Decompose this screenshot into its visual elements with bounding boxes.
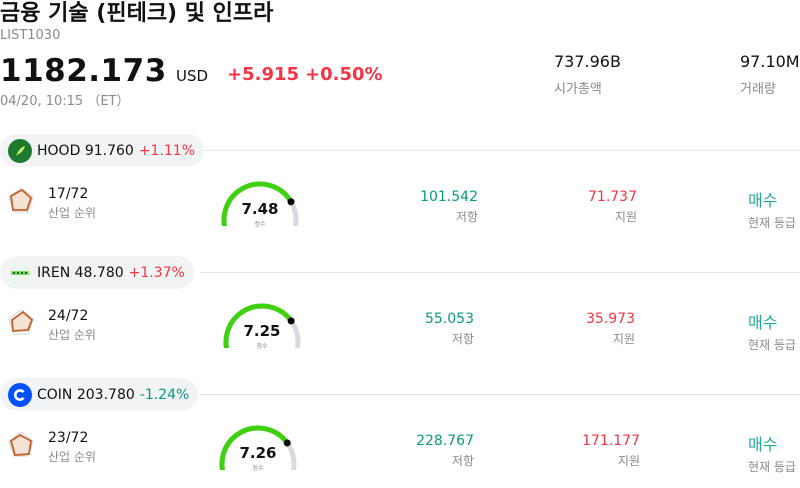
index-code: LIST1030: [0, 28, 61, 43]
resistance: 101.542 저항: [358, 189, 478, 225]
resistance-label: 저항: [451, 454, 474, 468]
gauge-fill: [223, 303, 294, 363]
iren-logo-icon: [8, 260, 32, 285]
resistance-label: 저항: [455, 210, 478, 224]
industry-rank: 24/72 산업 순위: [48, 308, 96, 343]
industry-rank-value: 23/72: [48, 430, 89, 446]
support-label: 지원: [617, 454, 640, 468]
current-rating: 매수 현재 등급: [748, 309, 796, 353]
rating-label: 현재 등급: [748, 338, 796, 352]
stock-section: COIN 203.780 -1.24% 23/72 산업 순위 7.26 점수 …: [0, 378, 800, 488]
support: 35.973 지원: [515, 311, 635, 347]
page-title: 금융 기술 (핀테크) 및 인프라: [0, 1, 274, 26]
resistance: 228.767 저항: [354, 433, 474, 469]
stock-chip[interactable]: HOOD 91.760 +1.11%: [0, 134, 205, 167]
support-value: 71.737: [588, 189, 637, 205]
market-cap-value: 737.96B: [554, 52, 621, 71]
industry-rank-value: 17/72: [48, 186, 89, 202]
stock-chip[interactable]: COIN 203.780 -1.24%: [0, 378, 199, 411]
stock-section: HOOD 91.760 +1.11% 17/72 산업 순위 7.48 점수 1…: [0, 134, 800, 256]
support: 71.737 지원: [517, 189, 637, 225]
gauge-fill: [219, 425, 290, 485]
index-price: 1182.173: [0, 53, 167, 89]
support-label: 지원: [612, 332, 635, 346]
section-divider: [200, 150, 800, 151]
score-value: 7.25: [243, 322, 281, 340]
market-cap-label: 시가총액: [554, 82, 602, 97]
price-currency: USD: [176, 67, 209, 85]
price-timestamp: 04/20, 10:15 （ET）: [0, 94, 130, 109]
score-value: 7.48: [241, 200, 279, 218]
score-gauge: 7.26 점수: [216, 422, 300, 485]
score-label: 점수: [252, 465, 264, 472]
section-divider: [200, 394, 800, 395]
section-divider: [200, 272, 800, 273]
robinhood-feather-icon: [8, 138, 32, 163]
stock-change-percent: -1.24%: [139, 386, 190, 403]
support-value: 35.973: [586, 311, 635, 327]
industry-rank-label: 산업 순위: [48, 328, 96, 342]
rating-label: 현재 등급: [748, 216, 796, 230]
resistance-value: 55.053: [425, 311, 474, 327]
industry-rank: 23/72 산업 순위: [48, 430, 96, 465]
resistance-label: 저항: [451, 332, 474, 346]
support: 171.177 지원: [520, 433, 640, 469]
rating-value: 매수: [748, 191, 778, 210]
stock-change-percent: +1.37%: [128, 264, 185, 281]
volume-value: 97.10M: [740, 52, 800, 71]
industry-rank-value: 24/72: [48, 308, 89, 324]
industry-rank-label: 산업 순위: [48, 206, 96, 220]
volume-stat: 97.10M 거래량: [740, 52, 800, 97]
stock-symbol: HOOD 91.760: [37, 142, 134, 159]
radar-chart-icon: [7, 186, 35, 214]
resistance-value: 228.767: [416, 433, 474, 449]
market-cap-stat: 737.96B 시가총액: [554, 52, 621, 97]
score-label: 점수: [256, 343, 268, 350]
volume-label: 거래량: [740, 82, 776, 97]
stock-symbol: COIN 203.780: [37, 386, 135, 403]
stock-change-percent: +1.11%: [138, 142, 196, 159]
price-change-value: +5.915: [227, 64, 300, 85]
resistance: 55.053 저항: [354, 311, 474, 347]
support-label: 지원: [614, 210, 637, 224]
industry-rank: 17/72 산업 순위: [48, 186, 96, 221]
radar-chart-icon: [7, 430, 35, 458]
current-rating: 매수 현재 등급: [748, 187, 796, 231]
coinbase-c-icon: [8, 382, 32, 407]
price-change: +5.915 +0.50%: [227, 64, 389, 85]
current-rating: 매수 현재 등급: [748, 431, 796, 475]
gauge-marker: [287, 317, 295, 325]
resistance-value: 101.542: [420, 189, 478, 205]
stock-chip[interactable]: IREN 48.780 +1.37%: [0, 256, 194, 289]
gauge-fill: [221, 181, 294, 241]
rating-label: 현재 등급: [748, 460, 796, 474]
price-change-percent: +0.50%: [305, 64, 383, 85]
gauge-marker: [283, 439, 291, 447]
stock-section: IREN 48.780 +1.37% 24/72 산업 순위 7.25 점수 5…: [0, 256, 800, 378]
rating-value: 매수: [748, 313, 778, 332]
support-value: 171.177: [582, 433, 640, 449]
score-gauge: 7.48 점수: [218, 178, 302, 241]
score-label: 점수: [254, 221, 266, 228]
radar-chart-icon: [7, 308, 35, 336]
stock-symbol: IREN 48.780: [37, 264, 124, 281]
score-gauge: 7.25 점수: [220, 300, 304, 363]
score-value: 7.26: [239, 444, 277, 462]
gauge-marker: [287, 198, 295, 206]
industry-rank-label: 산업 순위: [48, 450, 96, 464]
rating-value: 매수: [748, 435, 778, 454]
